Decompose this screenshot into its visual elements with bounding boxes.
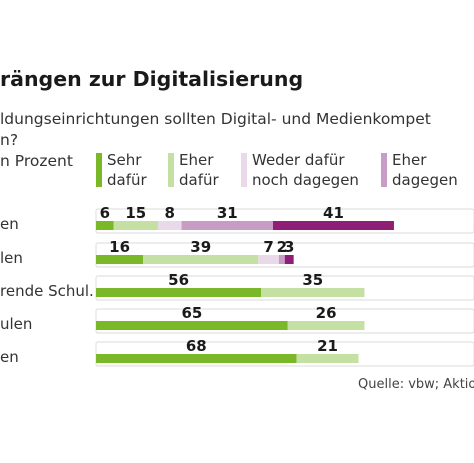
value-label-4-0: 68 [186,337,207,355]
value-label-2-0: 56 [168,271,189,289]
legend-label-2-0: Weder dafür [252,151,345,169]
category-label-3: ulen [0,315,32,333]
value-label-1-0: 16 [109,238,130,256]
unit-label: n Prozent [0,152,73,170]
legend-label-0-0: Sehr [107,151,142,169]
chart-title: rängen zur Digitalisierung [0,67,303,91]
legend-label-0-1: dafür [107,171,148,189]
bar-segment-0-2 [157,221,182,230]
bar-segment-1-0 [96,255,144,264]
bar-segment-1-3 [278,255,285,264]
legend-swatch-3 [381,153,387,187]
source-note: Quelle: vbw; Aktio [358,377,474,392]
legend-swatch-0 [96,153,102,187]
value-label-1-2: 7 [263,238,273,256]
value-label-3-0: 65 [181,304,202,322]
legend-label-1-0: Eher [179,151,214,169]
legend-label-3-1: dagegen [392,171,458,189]
chart-subtitle-line-2: n? [0,131,18,149]
category-label-1: len [0,249,23,267]
value-label-4-1: 21 [317,337,338,355]
value-label-2-1: 35 [302,271,323,289]
category-label-2: rende Schul. [0,282,94,300]
bar-segment-0-3 [181,221,273,230]
value-label-1-4: 3 [284,238,294,256]
value-label-1-3: 2 [277,238,287,256]
legend: Sehr dafür Eher dafür Weder dafür noch dagege… [96,151,458,189]
legend-label-2-1: noch dagegen [252,171,359,189]
bar-segment-4-1 [296,354,359,363]
legend-label-1-1: dafür [179,171,220,189]
value-label-0-4: 41 [323,204,344,222]
bar-segment-1-1 [143,255,259,264]
category-label-0: en [0,215,19,233]
legend-label-3-0: Eher [392,151,427,169]
value-label-1-1: 39 [190,238,211,256]
bar-rows: en 6 15 8 31 41 len 16 39 7 23 rende Schul. 56 35 ulen… [0,204,474,367]
legend-swatch-1 [168,153,174,187]
bar-segment-2-0 [96,288,262,297]
bar-segment-0-1 [113,221,158,230]
bar-segment-0-0 [96,221,114,230]
bar-segment-1-2 [258,255,279,264]
bar-segment-4-0 [96,354,297,363]
bar-segment-2-1 [261,288,365,297]
category-label-4: en [0,348,19,366]
value-label-3-1: 26 [316,304,337,322]
chart-subtitle-line-1: ldungseinrichtungen sollten Digital- und… [0,110,431,128]
legend-swatch-2 [241,153,247,187]
value-label-0-0: 6 [100,204,110,222]
value-label-0-1: 15 [125,204,146,222]
bar-segment-3-1 [287,321,365,330]
bar-segment-1-4 [284,255,294,264]
value-label-0-3: 31 [217,204,238,222]
value-label-0-2: 8 [165,204,175,222]
bar-segment-3-0 [96,321,288,330]
bar-segment-0-4 [273,221,394,230]
